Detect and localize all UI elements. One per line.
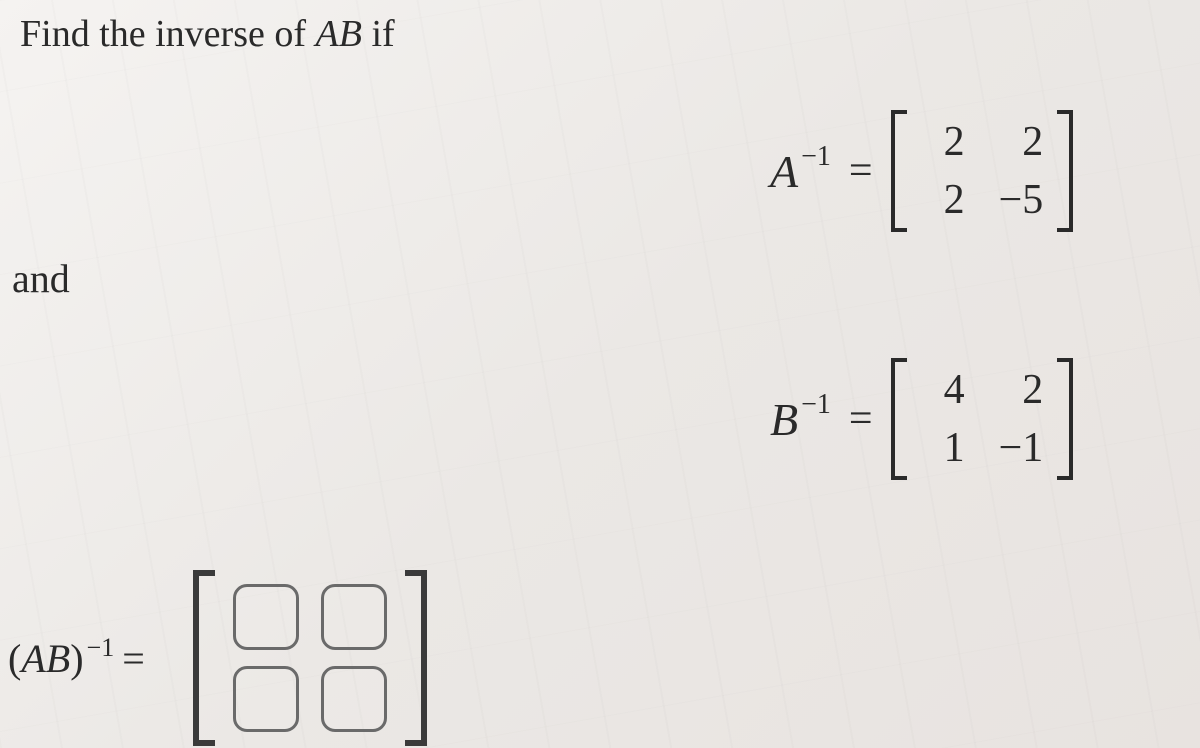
answer-equation: (AB)−1 = [8,570,427,746]
answer-cell-1-1[interactable] [321,666,387,732]
exp-ab: −1 [87,633,115,663]
matrix-b-cell: 2 [999,366,1044,414]
connector-and: and [12,255,70,302]
ab-product: AB [21,635,70,682]
answer-grid [215,570,405,746]
answer-cell-1-0[interactable] [233,666,299,732]
matrix-b-grid: 4 2 1 −1 [907,358,1058,480]
matrix-b-cell: 1 [921,424,965,472]
matrix-a: 2 2 2 −5 [891,110,1074,232]
equation-a-inverse: A−1 = 2 2 2 −5 [770,110,1073,232]
bracket-left-icon [891,110,907,232]
matrix-b-cell: −1 [999,424,1044,472]
prompt-suffix: if [362,13,395,55]
b-inverse-lhs: B−1 [770,393,831,446]
exp-b: −1 [801,389,831,421]
matrix-a-grid: 2 2 2 −5 [907,110,1058,232]
open-paren: ( [8,635,21,682]
answer-cell-0-0[interactable] [233,584,299,650]
equals-a: = [849,147,873,195]
var-a: A [770,145,798,198]
equation-b-inverse: B−1 = 4 2 1 −1 [770,358,1073,480]
equals-b: = [849,395,873,443]
prompt-product: AB [316,13,362,55]
var-b: B [770,393,798,446]
matrix-b: 4 2 1 −1 [891,358,1074,480]
bracket-left-icon [193,570,215,746]
bracket-left-icon [891,358,907,480]
matrix-a-cell: 2 [921,118,965,166]
answer-cell-0-1[interactable] [321,584,387,650]
ab-inverse-lhs: (AB)−1 = [8,635,145,682]
a-inverse-lhs: A−1 [770,145,831,198]
matrix-a-cell: 2 [999,118,1044,166]
bracket-right-icon [1057,110,1073,232]
bracket-right-icon [405,570,427,746]
equals-ab: = [122,635,145,682]
matrix-a-cell: 2 [921,176,965,224]
close-paren: ) [70,635,83,682]
bracket-right-icon [1057,358,1073,480]
question-prompt: Find the inverse of AB if [20,12,395,56]
answer-matrix [193,570,427,746]
matrix-b-cell: 4 [921,366,965,414]
matrix-a-cell: −5 [999,176,1044,224]
exp-a: −1 [801,141,831,173]
prompt-prefix: Find the inverse of [20,13,316,55]
